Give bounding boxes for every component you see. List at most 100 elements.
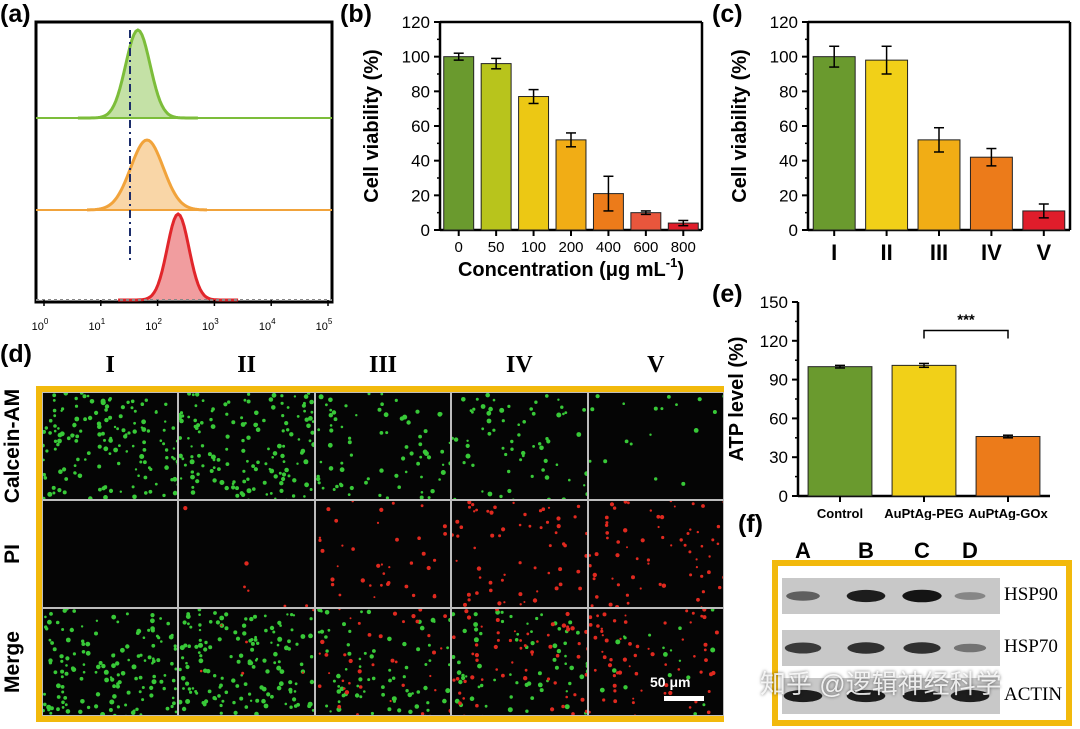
live-cell [248,638,253,643]
live-cell [110,677,115,682]
live-cell [509,673,512,676]
live-cell [358,677,363,682]
live-cell [56,695,61,699]
dead-cell [305,604,309,607]
live-cell [418,442,422,447]
live-cell [43,496,46,499]
live-cell [347,629,352,633]
live-cell [261,698,267,704]
live-cell [512,498,515,499]
live-cell [256,427,261,432]
watermark: 知乎 @逻辑神经科学 [760,669,1002,699]
dead-cell [519,603,523,606]
live-cell [124,433,128,436]
live-cell [246,399,251,404]
live-cell [43,443,45,448]
live-cell [189,459,195,465]
live-cell [150,626,155,631]
live-cell [465,453,471,459]
live-cell [195,479,200,484]
band-hsp70 [784,642,822,654]
live-cell [465,443,470,448]
live-cell [43,429,46,434]
dead-cell [324,653,329,657]
panel-label-d: (d) [0,340,32,368]
live-cell [53,447,57,451]
live-cell [190,474,196,480]
live-cell [66,436,71,441]
live-cell [103,669,109,675]
live-cell [377,407,382,412]
live-cell [309,399,314,405]
live-cell [172,476,178,482]
dead-cell [716,542,719,546]
x-tick-label: II [880,240,892,265]
dead-cell [387,566,391,569]
live-cell [97,424,102,429]
live-cell [180,477,183,480]
live-cell [697,397,702,402]
live-cell [244,682,248,686]
live-cell [392,699,396,703]
live-cell [325,649,329,653]
live-cell [125,714,127,715]
live-cell [120,647,125,653]
micrograph-pi-V [587,500,724,608]
live-cell [64,477,69,481]
dead-cell [378,634,383,639]
live-cell [130,406,134,410]
live-cell [120,671,126,676]
live-cell [216,620,221,625]
live-cell [115,684,120,689]
live-cell [126,400,130,404]
live-cell [227,400,231,404]
dead-cell [635,557,639,561]
live-cell [588,459,592,463]
cell-dots [43,393,178,499]
live-cell [300,448,306,454]
live-cell [307,393,311,395]
dead-cell [452,678,456,682]
live-cell [139,454,145,459]
dead-cell [382,572,385,575]
live-cell [289,432,294,437]
live-cell [477,685,481,689]
live-cell [133,409,137,413]
dead-cell [523,676,528,681]
live-cell [302,403,307,408]
band-actin [950,689,990,703]
dead-cell [523,512,527,517]
live-cell [359,610,363,614]
x-axis-label-end: ) [677,259,684,281]
live-cell [244,705,249,709]
live-cell [187,393,192,396]
live-cell [185,699,191,704]
dead-cell [459,525,464,529]
dead-cell [595,614,599,618]
live-cell [543,458,548,463]
dead-cell [695,566,698,569]
live-cell [43,472,46,477]
cell-dots [316,609,451,715]
live-cell [461,675,466,681]
dead-cell [576,504,581,509]
live-cell [318,394,324,400]
live-cell [485,393,491,398]
live-cell [191,490,196,495]
live-cell [321,486,325,490]
dead-cell [660,535,664,540]
live-cell [179,436,183,440]
live-cell [77,473,83,479]
dead-cell [702,615,707,620]
live-cell [419,475,423,479]
live-cell [47,491,53,497]
x-tick-label: IV [981,240,1002,265]
live-cell [281,414,285,418]
dead-cell [524,668,528,672]
live-cell [61,700,65,705]
live-cell [401,641,407,647]
dead-cell [663,683,668,688]
live-cell [98,661,103,665]
live-cell [472,407,476,411]
live-cell [486,410,492,416]
